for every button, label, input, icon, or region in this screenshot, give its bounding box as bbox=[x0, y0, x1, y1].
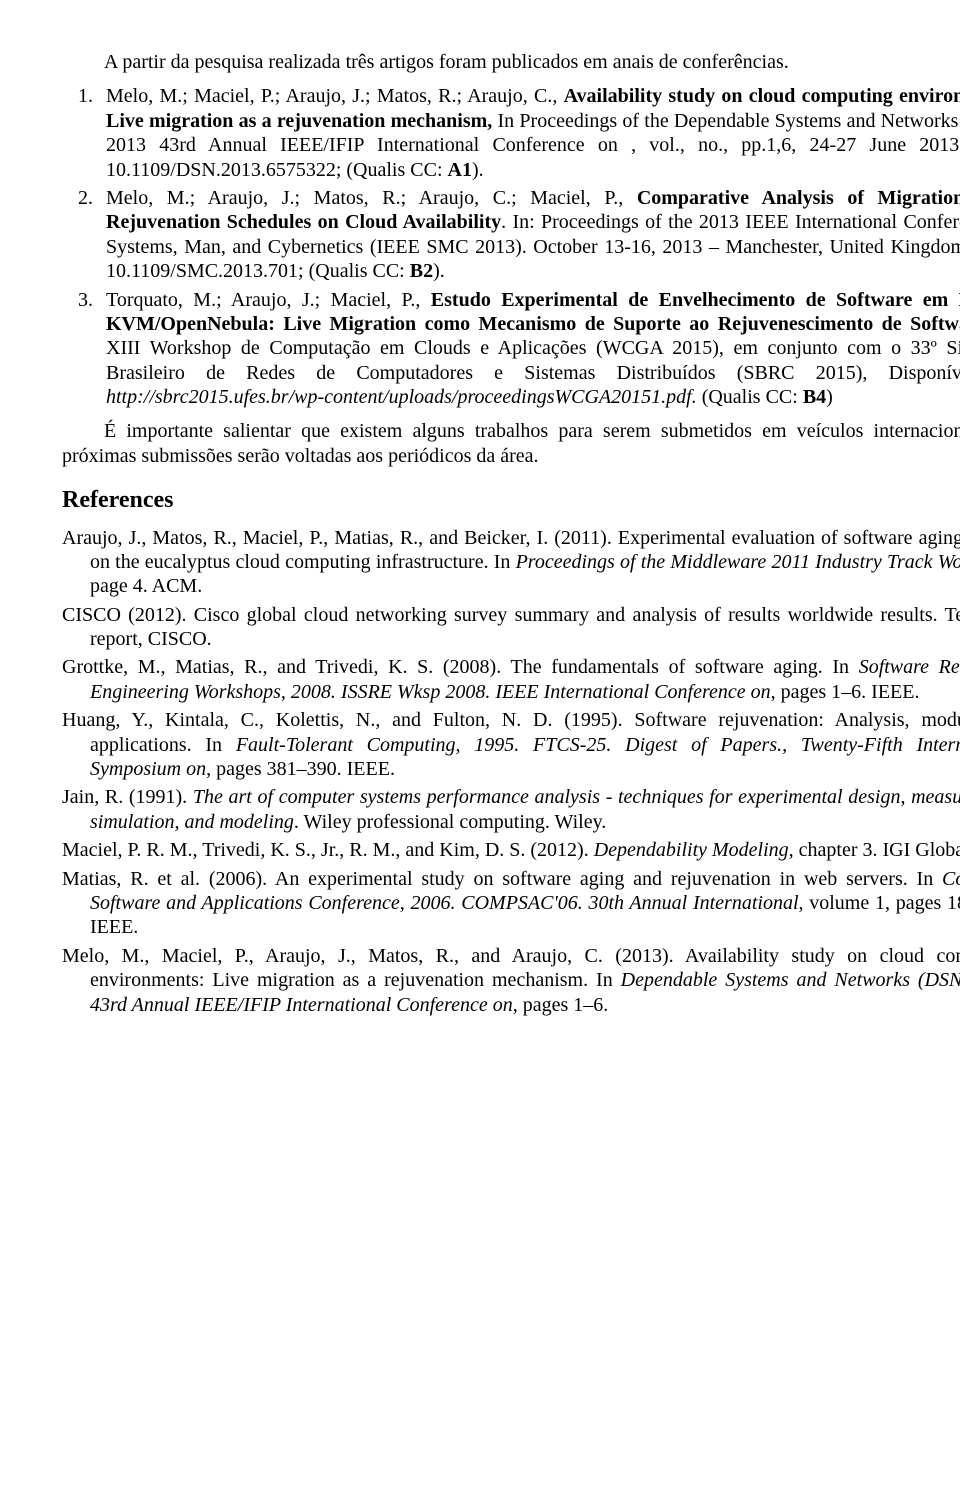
text-segment: , pages 1–6. IEEE. bbox=[771, 681, 920, 703]
text-segment: ). bbox=[472, 159, 484, 181]
text-segment: , pages 381–390. IEEE. bbox=[206, 758, 395, 780]
reference-entry: Melo, M., Maciel, P., Araujo, J., Matos,… bbox=[62, 944, 960, 1017]
text-segment: A1 bbox=[448, 159, 472, 181]
text-segment: Melo, M.; Maciel, P.; Araujo, J.; Matos,… bbox=[106, 85, 564, 107]
closing-paragraph: É importante salientar que existem algun… bbox=[62, 419, 960, 468]
reference-entry: Maciel, P. R. M., Trivedi, K. S., Jr., R… bbox=[62, 838, 960, 862]
text-segment: Torquato, M.; Araujo, J.; Maciel, P., bbox=[106, 289, 431, 311]
text-segment: Jain, R. (1991). bbox=[62, 786, 193, 808]
intro-paragraph: A partir da pesquisa realizada três arti… bbox=[62, 50, 960, 74]
text-segment: Grottke, M., Matias, R., and Trivedi, K.… bbox=[62, 656, 859, 678]
publication-list: Melo, M.; Maciel, P.; Araujo, J.; Matos,… bbox=[62, 84, 960, 409]
text-segment: B2 bbox=[410, 260, 433, 282]
reference-entry: Araujo, J., Matos, R., Maciel, P., Matia… bbox=[62, 526, 960, 599]
text-segment: ) bbox=[826, 386, 833, 408]
text-segment: . Wiley professional computing. Wiley. bbox=[294, 811, 606, 833]
text-segment: CISCO (2012). Cisco global cloud network… bbox=[62, 604, 960, 650]
publication-item: Torquato, M.; Araujo, J.; Maciel, P., Es… bbox=[106, 288, 960, 410]
text-segment: Melo, M.; Araujo, J.; Matos, R.; Araujo,… bbox=[106, 187, 637, 209]
publication-item: Melo, M.; Maciel, P.; Araujo, J.; Matos,… bbox=[106, 84, 960, 182]
text-segment: Maciel, P. R. M., Trivedi, K. S., Jr., R… bbox=[62, 839, 594, 861]
text-segment: B4 bbox=[803, 386, 826, 408]
publication-item: Melo, M.; Araujo, J.; Matos, R.; Araujo,… bbox=[106, 186, 960, 284]
text-segment: Dependability Modeling bbox=[594, 839, 789, 861]
references-heading: References bbox=[62, 486, 960, 515]
reference-entry: Grottke, M., Matias, R., and Trivedi, K.… bbox=[62, 655, 960, 704]
text-segment: Proceedings of the Middleware 2011 Indus… bbox=[516, 551, 960, 573]
text-segment: , chapter 3. IGI Global. bbox=[789, 839, 960, 861]
reference-entry: Huang, Y., Kintala, C., Kolettis, N., an… bbox=[62, 708, 960, 781]
text-segment: 10.1109/SMC.2013.701; (Qualis CC: bbox=[106, 260, 410, 282]
text-segment: http://sbrc2015.ufes.br/wp-content/uploa… bbox=[106, 386, 697, 408]
reference-entry: Matias, R. et al. (2006). An experimenta… bbox=[62, 867, 960, 940]
text-segment: , pages 1–6. bbox=[513, 994, 609, 1016]
text-segment: (Qualis CC: bbox=[697, 386, 803, 408]
references-block: Araujo, J., Matos, R., Maciel, P., Matia… bbox=[62, 526, 960, 1017]
reference-entry: Jain, R. (1991). The art of computer sys… bbox=[62, 785, 960, 834]
text-segment: Matias, R. et al. (2006). An experimenta… bbox=[62, 868, 942, 890]
text-segment: 10.1109/DSN.2013.6575322; (Qualis CC: bbox=[106, 159, 448, 181]
text-segment: ). bbox=[433, 260, 445, 282]
reference-entry: CISCO (2012). Cisco global cloud network… bbox=[62, 603, 960, 652]
